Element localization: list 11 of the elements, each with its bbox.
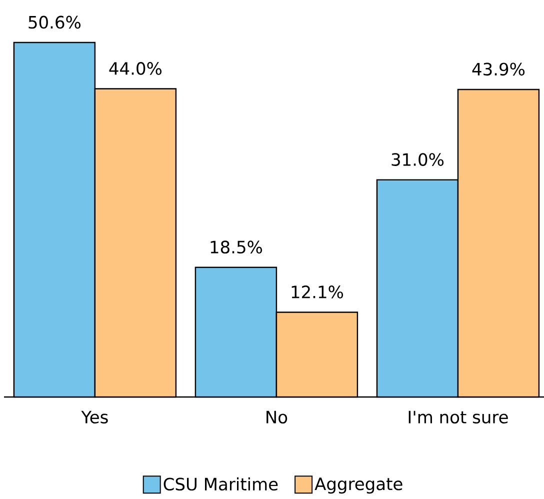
data-label: 43.9% bbox=[472, 62, 525, 76]
x-tick-label: No bbox=[266, 410, 288, 424]
data-label: 44.0% bbox=[109, 62, 162, 75]
data-label: 31.0% bbox=[392, 153, 444, 166]
x-tick-label: I'm not sure bbox=[408, 410, 508, 424]
legend-label: CSU Maritime bbox=[164, 477, 278, 491]
legend-label: Aggregate bbox=[314, 478, 402, 494]
data-label: 18.5% bbox=[210, 240, 262, 254]
data-label: 12.1% bbox=[292, 286, 344, 298]
x-tick-label: Yes bbox=[81, 410, 108, 424]
data-label: 50.6% bbox=[28, 16, 80, 29]
